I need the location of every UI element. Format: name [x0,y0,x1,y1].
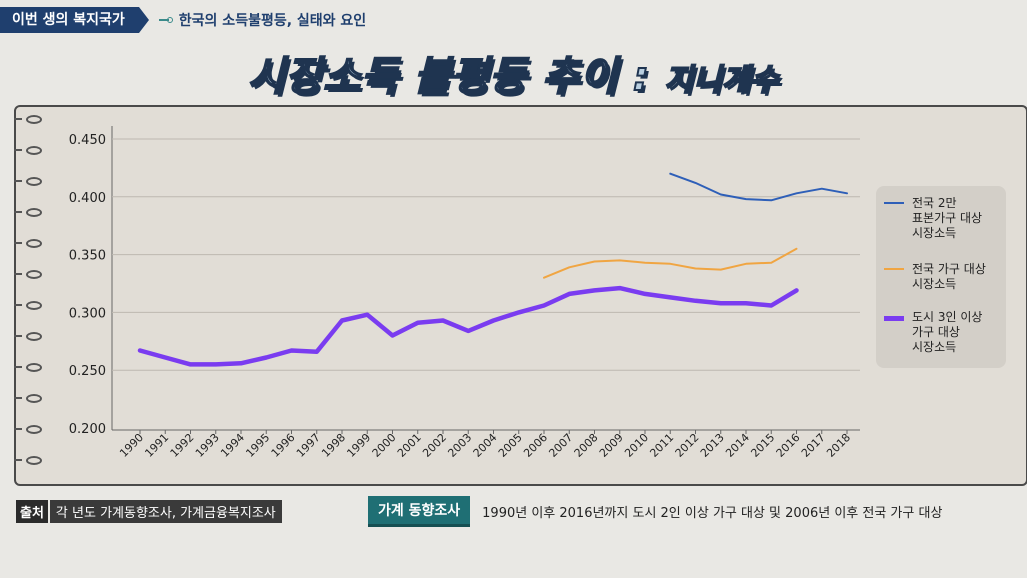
legend-label: 도시 3인 이상 가구 대상 시장소득 [912,310,1012,355]
survey-note: 가계 동향조사 1990년 이후 2016년까지 도시 2인 이상 가구 대상 … [368,496,942,527]
binder-ring-icon [26,363,42,372]
x-tick-label: 2005 [496,431,525,460]
chart-panel [14,105,1027,486]
binder-ring-icon [26,301,42,310]
source-text: 각 년도 가계동향조사, 가계금융복지조사 [49,500,282,523]
binder-ring-icon [26,208,42,217]
binder-ring-icon [26,115,42,124]
x-tick-label: 1997 [294,431,323,460]
survey-tag: 가계 동향조사 [368,496,471,527]
x-tick-label: 2006 [521,431,550,460]
legend-swatch [884,268,904,270]
section-arrow-icon [138,7,149,33]
source-tag: 출처 [16,500,48,523]
survey-text: 1990년 이후 2016년까지 도시 2인 이상 가구 대상 및 2006년 … [482,506,943,521]
legend-swatch [884,316,904,321]
subtitle-text: 한국의 소득불평등, 실태와 요인 [178,13,367,29]
legend-label: 전국 2만 표본가구 대상 시장소득 [912,196,1012,241]
y-tick-label: 0.300 [69,306,106,321]
legend-label-line: 가구 대상 [912,325,960,339]
x-tick-label: 1996 [269,431,298,460]
title-sub: 지니계수 [664,62,780,99]
x-tick-label: 2009 [597,431,626,460]
legend-label-line: 시장소득 [912,226,957,240]
legend-label-line: 시장소득 [912,340,957,354]
x-tick-label: 2014 [723,431,752,460]
page-title: 시장소득 불평등 추이 : 지니계수 [0,44,1027,102]
x-tick-label: 1998 [319,431,348,460]
legend-label-line: 도시 3인 이상 [912,310,983,324]
y-tick-label: 0.450 [69,133,106,148]
top-breadcrumb: 이번 생의 복지국가 한국의 소득불평등, 실태와 요인 [0,0,366,38]
connector-icon [158,17,173,23]
binder-ring-icon [26,425,42,434]
legend-label-line: 시장소득 [912,277,957,291]
binder-ring-icon [26,239,42,248]
binder-ring-icon [26,146,42,155]
title-main: 시장소득 불평등 추이 [247,53,618,101]
x-tick-label: 2012 [673,431,702,460]
x-tick-label: 2008 [572,431,601,460]
series-line-3 [137,285,799,367]
binder-ring-icon [26,332,42,341]
chart-legend: 전국 2만 표본가구 대상 시장소득 전국 가구 대상 시장소득 도시 3인 이상 가구 대… [876,186,1006,368]
binder-ring-stem [14,211,22,213]
binder-ring-stem [14,459,22,461]
binder-ring-icon [26,177,42,186]
binder-ring-icon [26,270,42,279]
binder-ring-stem [14,273,22,275]
binder-ring-stem [14,180,22,182]
x-tick-label: 2011 [647,431,676,460]
x-tick-label: 1990 [117,431,146,460]
x-tick-label: 1991 [142,431,171,460]
binder-ring-stem [14,118,22,120]
x-tick-label: 2007 [546,431,575,460]
binder-ring-stem [14,397,22,399]
x-tick-label: 2002 [420,431,449,460]
x-tick-label: 2000 [370,431,399,460]
x-tick-label: 2010 [622,431,651,460]
legend-label-line: 전국 2만 [912,196,957,210]
x-tick-label: 2004 [471,431,500,460]
y-tick-label: 0.350 [69,249,106,264]
binder-ring-stem [14,242,22,244]
x-tick-label: 2013 [698,431,727,460]
binder-ring-stem [14,304,22,306]
x-tick-label: 1995 [243,431,272,460]
series-line-2 [543,247,798,279]
binder-ring-stem [14,149,22,151]
legend-label-line: 전국 가구 대상 [912,262,986,276]
section-label[interactable]: 이번 생의 복지국가 [0,7,139,33]
source-note: 출처 각 년도 가계동향조사, 가계금융복지조사 [16,500,282,523]
x-tick-label: 1999 [344,431,373,460]
subtitle: 한국의 소득불평등, 실태와 요인 [158,10,367,30]
x-tick-label: 2017 [799,431,828,460]
legend-label: 전국 가구 대상 시장소득 [912,262,1012,292]
y-tick-label: 0.250 [69,364,106,379]
x-tick-label: 2015 [748,431,777,460]
series-line-1 [669,172,848,202]
binder-ring-stem [14,428,22,430]
x-tick-label: 2018 [824,431,853,460]
y-tick-label: 0.400 [69,191,106,206]
x-tick-label: 1992 [168,431,197,460]
y-tick-label: 0.200 [69,422,106,437]
binder-ring-icon [26,394,42,403]
title-separator: : [617,53,665,101]
legend-swatch [884,202,904,204]
x-tick-label: 2003 [445,431,474,460]
binder-ring-stem [14,335,22,337]
x-tick-label: 1994 [218,431,247,460]
legend-label-line: 표본가구 대상 [912,211,983,225]
x-tick-label: 1993 [193,431,222,460]
x-tick-label: 2001 [395,431,424,460]
binder-ring-stem [14,366,22,368]
x-tick-label: 2016 [774,431,803,460]
binder-ring-icon [26,456,42,465]
